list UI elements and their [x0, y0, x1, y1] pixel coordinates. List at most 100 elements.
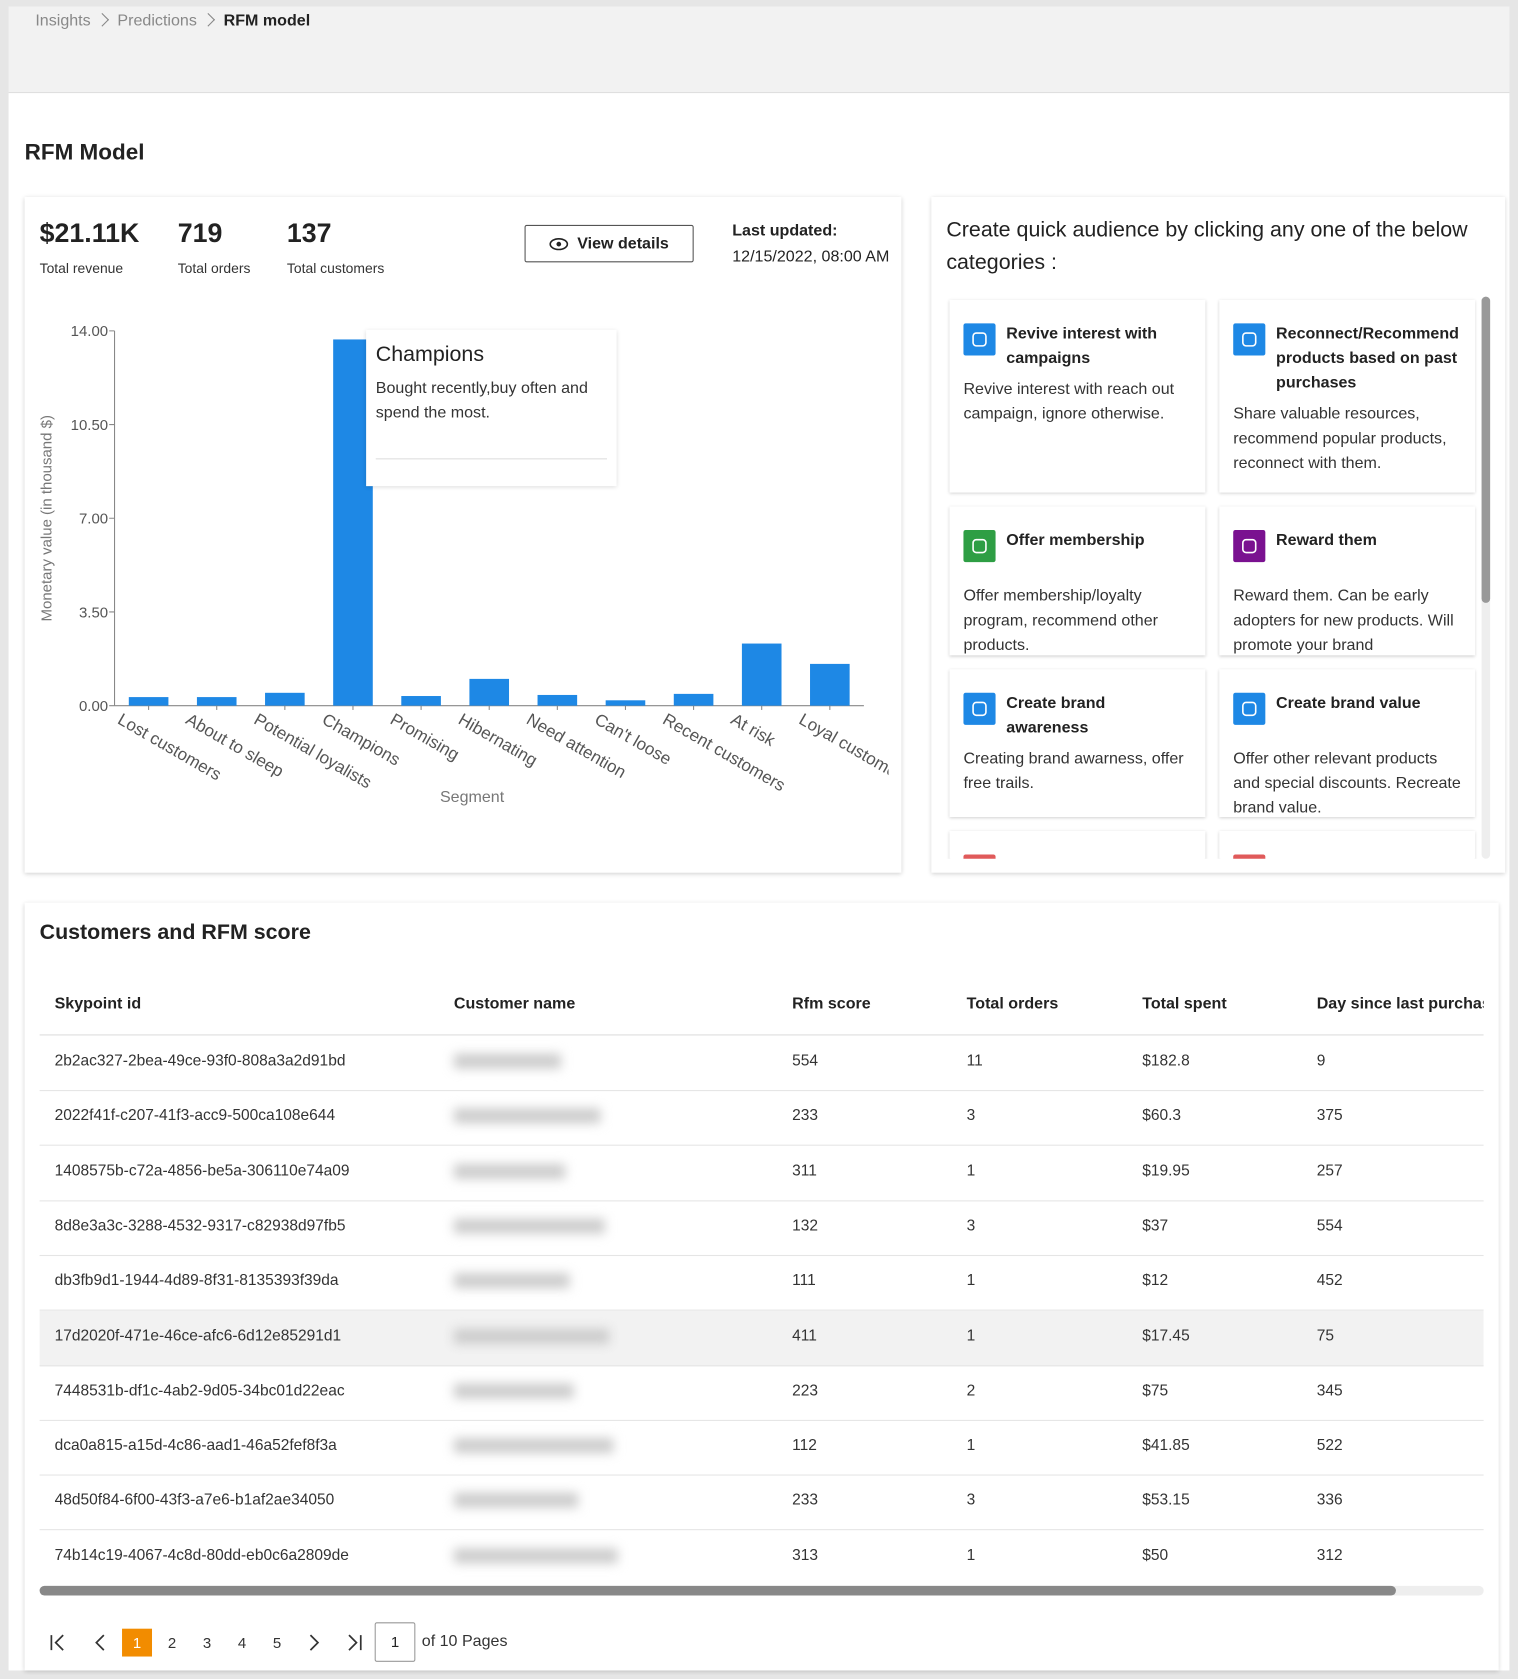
y-tick-label: 0.00 — [79, 698, 108, 715]
bar — [673, 693, 714, 706]
page-button[interactable]: 3 — [202, 1634, 212, 1652]
column-header: Customer name — [453, 994, 576, 1013]
icon-glyph — [972, 332, 987, 347]
page-button[interactable]: 1 — [122, 1628, 153, 1657]
audience-list: Revive interest with campaigns Revive int… — [931, 291, 1477, 859]
table-cell: 1 — [966, 1327, 976, 1345]
pager-nav-right[interactable] — [305, 1633, 369, 1652]
table-cell: 554 — [792, 1052, 819, 1070]
table-cell: db3fb9d1-1944-4d89-8f31-8135393f39da — [54, 1272, 339, 1290]
column-header: Rfm score — [792, 994, 871, 1013]
blurred-name — [453, 1548, 618, 1564]
audience-option[interactable]: Reward them Reward them. Can be early ado… — [1219, 506, 1476, 656]
blurred-name — [453, 1438, 614, 1454]
stat-label: Total customers — [286, 260, 385, 277]
blurred-name — [453, 1328, 610, 1344]
table-cell: $37 — [1142, 1217, 1169, 1235]
tooltip-title: Champions — [375, 342, 485, 367]
icon-glyph — [1242, 332, 1257, 347]
bar — [196, 697, 237, 706]
stat-value: 137 — [286, 218, 332, 249]
page-input[interactable]: 1 — [374, 1622, 416, 1662]
table-cell: 311 — [792, 1162, 817, 1180]
table-cell: 345 — [1316, 1382, 1343, 1400]
table-cell: 522 — [1316, 1437, 1343, 1455]
audience-icon — [1233, 530, 1266, 563]
table-cell: 233 — [792, 1492, 819, 1510]
blurred-name — [453, 1163, 566, 1179]
audience-option[interactable] — [1219, 830, 1476, 859]
bar — [469, 678, 510, 706]
audience-icon — [963, 854, 996, 859]
breadcrumb: Insights Predictions RFM model — [35, 12, 310, 30]
blurred-name — [453, 1053, 561, 1069]
bar-chart: 0.00 3.50 7.00 10.50 14.00 Monetary value (in… — [38, 323, 888, 806]
audience-icon — [1233, 692, 1266, 725]
table-cell: $17.45 — [1142, 1327, 1190, 1345]
y-tick-label: 3.50 — [79, 604, 108, 621]
scrollbar — [1481, 296, 1491, 859]
table-row[interactable] — [39, 1420, 1484, 1476]
last-updated-value: 12/15/2022, 08:00 AM — [732, 247, 890, 266]
table-row[interactable] — [39, 1090, 1484, 1147]
table-cell: 3 — [966, 1492, 976, 1510]
table-row[interactable] — [39, 1145, 1484, 1202]
table-row[interactable] — [39, 1200, 1484, 1256]
stat-label: Total revenue — [39, 260, 124, 277]
table-row[interactable] — [39, 1530, 1484, 1585]
h-scrollbar-thumb[interactable] — [39, 1585, 1396, 1596]
bar — [537, 694, 578, 706]
blurred-name — [453, 1273, 570, 1289]
breadcrumb-item[interactable]: Predictions — [117, 11, 197, 30]
audience-option-title: Create brand value — [1276, 693, 1421, 713]
audience-icon — [1233, 323, 1266, 356]
table-title: Customers and RFM score — [39, 920, 311, 945]
audience-option[interactable]: Revive interest with campaigns Revive int… — [949, 299, 1206, 493]
stat-value: 719 — [177, 218, 223, 249]
table-cell: 8d8e3a3c-3288-4532-9317-c82938d97fb5 — [54, 1217, 346, 1235]
page-button[interactable]: 4 — [237, 1634, 247, 1652]
table-cell: $41.85 — [1142, 1437, 1190, 1455]
breadcrumb-item[interactable]: Insights — [35, 11, 91, 30]
table-cell: 74b14c19-4067-4c8d-80dd-eb0c6a2809de — [54, 1546, 349, 1565]
audience-option[interactable]: Offer membership Offer membership/loyalty… — [949, 506, 1206, 656]
table-cell: 112 — [792, 1437, 817, 1455]
table-cell: 257 — [1316, 1162, 1343, 1180]
audience-option[interactable] — [949, 830, 1206, 859]
table-cell: 75 — [1316, 1327, 1334, 1345]
audience-option[interactable]: Reconnect/Recommend products based on pa… — [1219, 299, 1476, 493]
table-cell: $50 — [1142, 1546, 1169, 1565]
table-row[interactable] — [39, 1365, 1484, 1421]
audience-option[interactable]: Create brand awareness Creating brand awa… — [949, 669, 1206, 818]
column-header: Day since last purchase — [1316, 994, 1484, 1013]
y-tick-label: 10.50 — [71, 417, 108, 434]
table-row[interactable] — [39, 1310, 1484, 1366]
pager-nav-left[interactable] — [47, 1633, 175, 1652]
table-cell: 9 — [1316, 1052, 1326, 1070]
icon-glyph — [972, 701, 987, 717]
table-row[interactable] — [39, 1475, 1484, 1531]
audience-option[interactable]: Create brand value Offer other relevant p… — [1219, 669, 1476, 818]
scrollbar-thumb[interactable] — [1481, 296, 1491, 603]
header — [8, 6, 1510, 94]
table-cell: 11 — [966, 1052, 983, 1070]
table-cell: 48d50f84-6f00-43f3-a7e6-b1af2ae34050 — [54, 1492, 335, 1510]
view-details-button[interactable]: View details — [524, 224, 694, 263]
audience-option-title: Create brand awareness — [1006, 693, 1106, 737]
table-cell: $182.8 — [1142, 1052, 1190, 1070]
table-cell: 17d2020f-471e-46ce-afc6-6d12e85291d1 — [54, 1327, 342, 1345]
table-card — [24, 902, 1499, 1671]
table-cell: $60.3 — [1142, 1107, 1182, 1125]
table-row[interactable] — [39, 1035, 1484, 1092]
audience-option-text: Reward them. Can be early adopters for n… — [1233, 586, 1454, 655]
page-button[interactable]: 5 — [272, 1634, 282, 1652]
page-button[interactable]: 2 — [167, 1634, 177, 1652]
bar — [128, 697, 169, 706]
breadcrumb-item: RFM model — [223, 11, 311, 30]
audience-title: Create quick audience by clicking any on… — [946, 218, 1468, 275]
audience-option-title: Reward them — [1276, 531, 1377, 550]
table-cell: 223 — [792, 1382, 819, 1400]
column-header: Total orders — [966, 994, 1059, 1013]
x-axis-title: Segment — [440, 788, 505, 806]
